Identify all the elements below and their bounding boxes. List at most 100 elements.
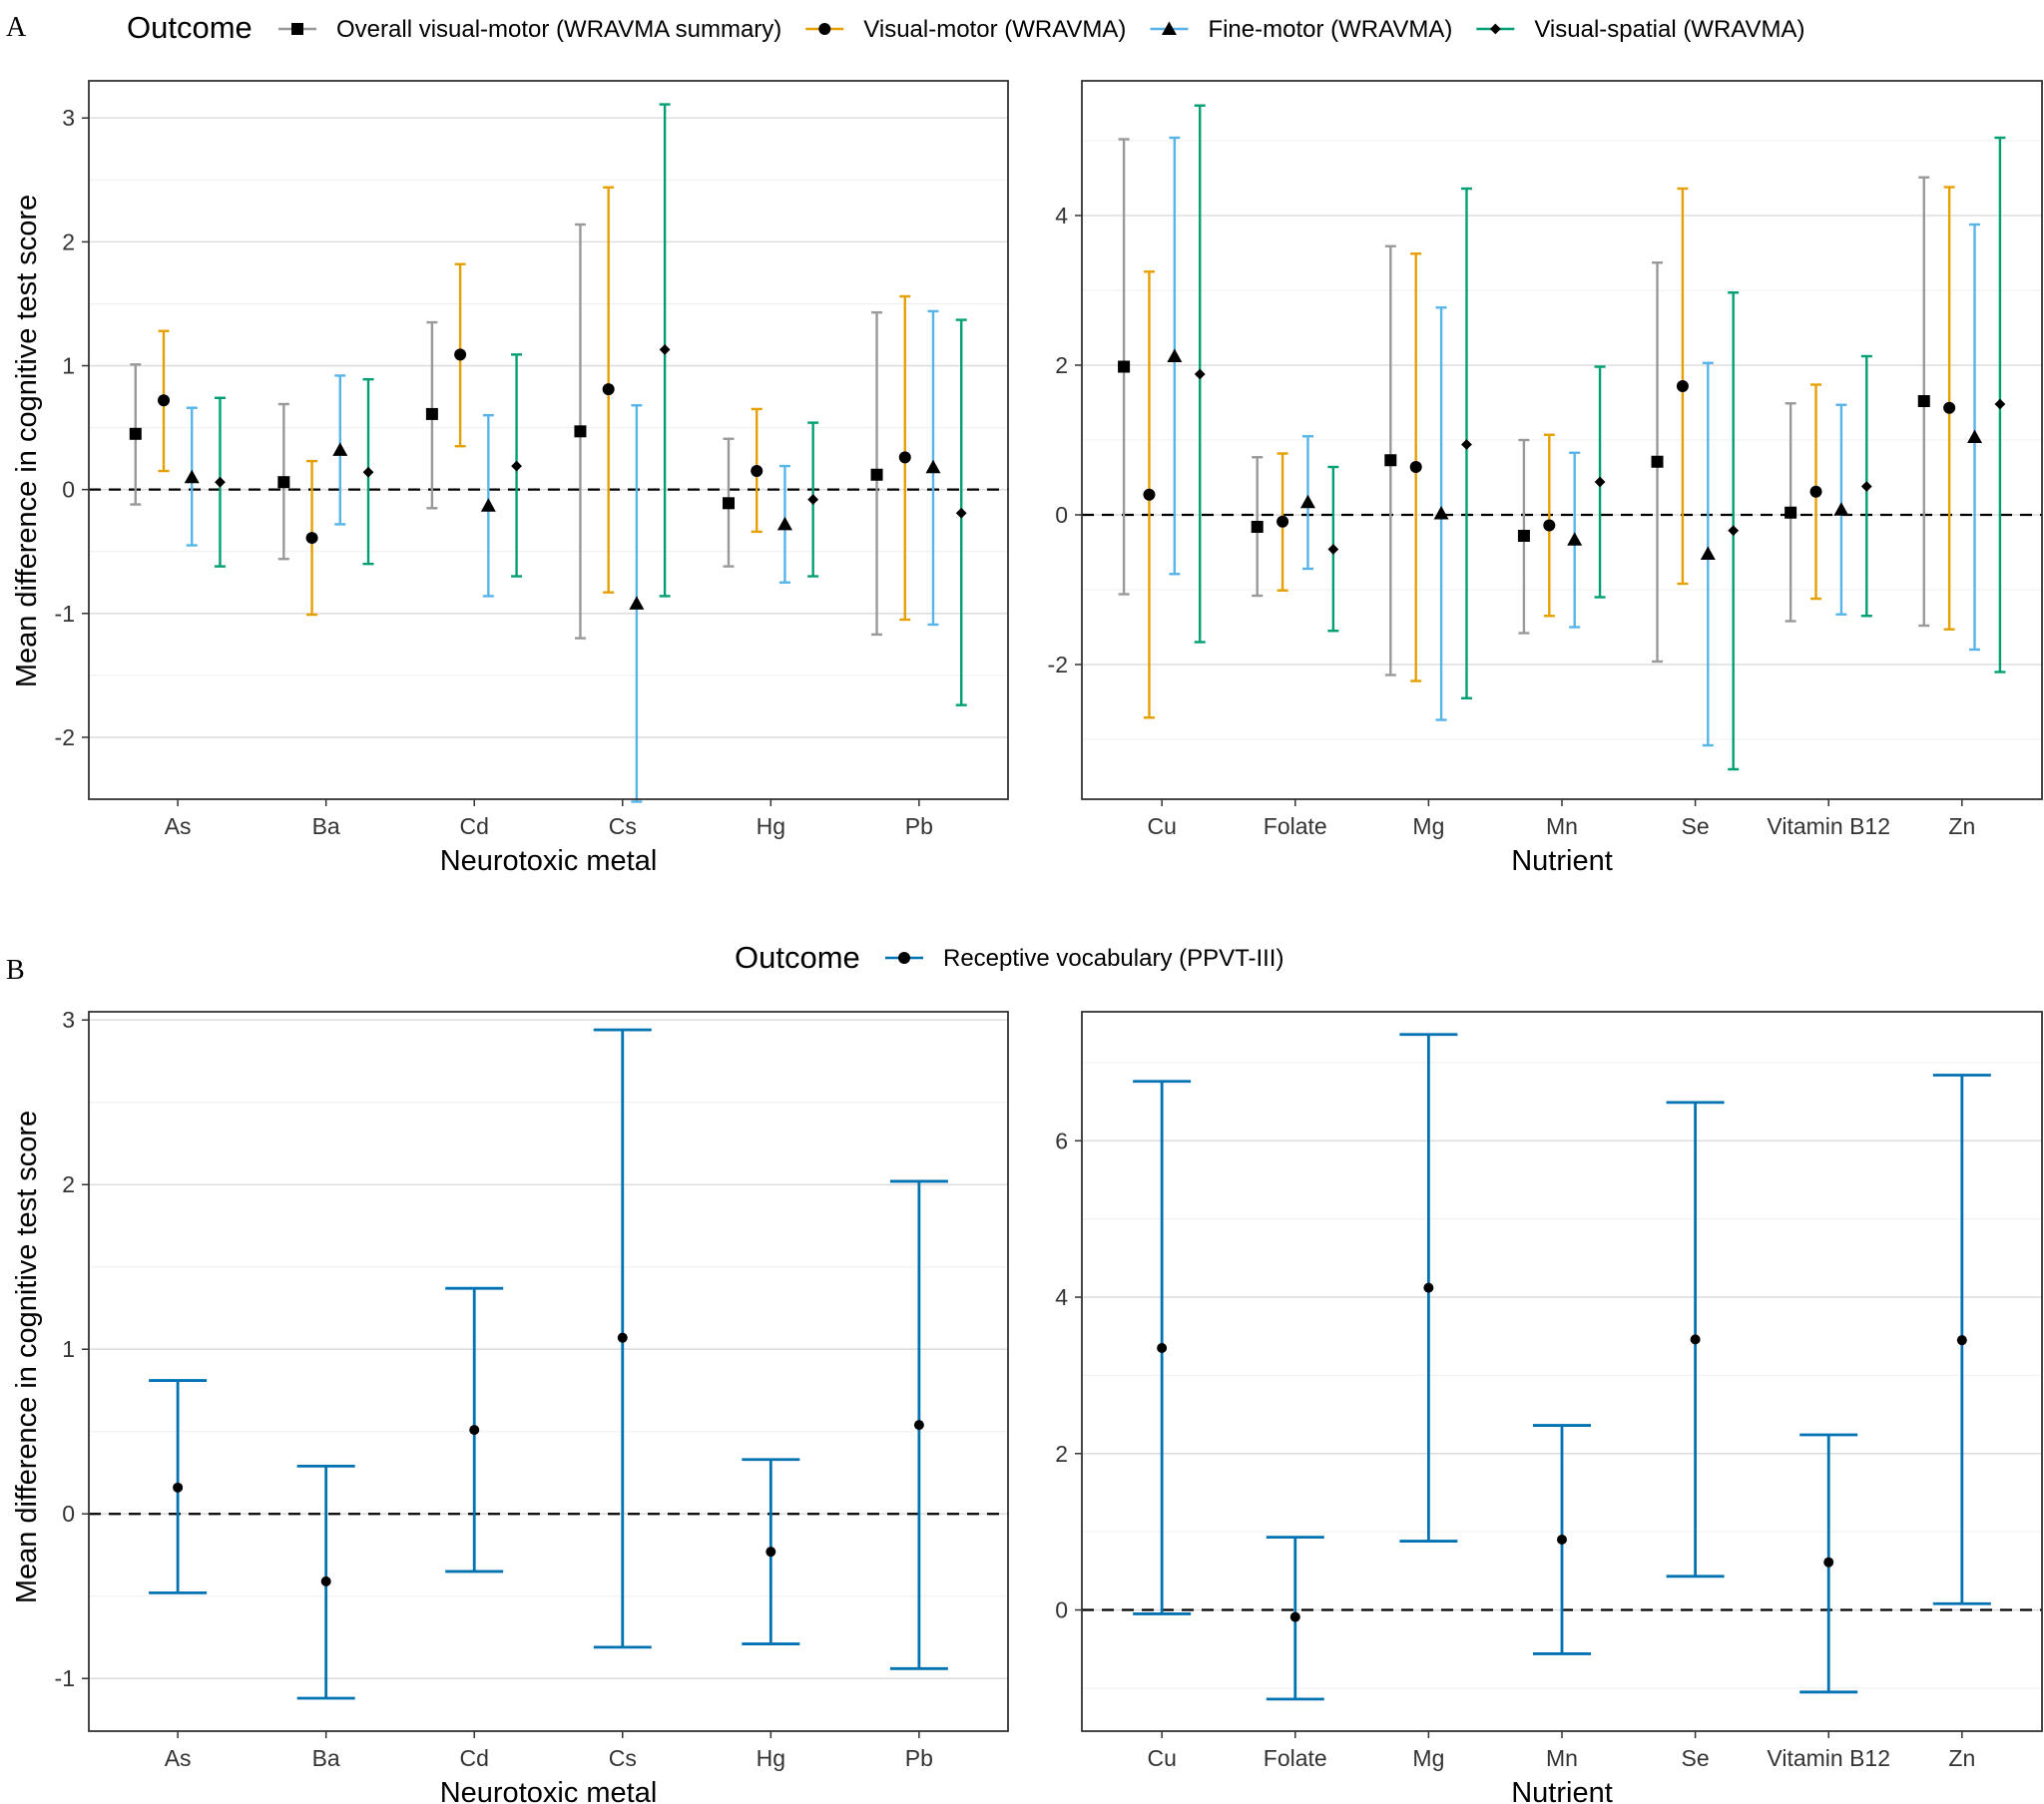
point-estimate-triangle	[184, 469, 200, 484]
errorbar-receptive-vocabulary-ppv-cs	[593, 1028, 652, 1649]
x-tick-label-mg: Mg	[1412, 813, 1444, 839]
panel-border	[88, 1011, 1009, 1732]
legend-b-title: Outcome	[735, 940, 860, 975]
point-estimate-triangle	[1567, 532, 1583, 546]
point-estimate-diamond	[1327, 544, 1339, 555]
errorbar-visual-spatial-wravma-mn	[1594, 365, 1606, 599]
point-estimate-circle	[454, 348, 467, 361]
point-estimate-circle	[1956, 1335, 1967, 1346]
errorbar-receptive-vocabulary-ppv-se	[1666, 1101, 1725, 1578]
errorbar-overall-visual-motor-wra-cs	[574, 223, 587, 640]
errorbar-receptive-vocabulary-ppv-vitamin-b12	[1799, 1433, 1858, 1694]
legend-item-visual-motor-wravma: Visual-motor (WRAVMA)	[805, 16, 1126, 43]
point-estimate-diamond	[1994, 398, 2006, 410]
point-estimate-circle	[1423, 1282, 1434, 1293]
point-estimate-diamond	[1860, 481, 1872, 492]
errorbar-visual-spatial-wravma-pb	[955, 318, 967, 706]
x-tick-label-cu: Cu	[1147, 1745, 1176, 1771]
x-axis-title: Nutrient	[1511, 845, 1613, 877]
errorbar-visual-motor-wravma-se	[1676, 187, 1689, 586]
point-estimate-triangle	[332, 442, 348, 456]
x-tick-label-se: Se	[1682, 1745, 1710, 1771]
point-estimate-circle	[766, 1547, 776, 1558]
legend-a-title: Outcome	[127, 10, 253, 45]
legend-label: Fine-motor (WRAVMA)	[1208, 16, 1452, 43]
y-tick-label: 0	[1055, 502, 1068, 528]
point-estimate-triangle	[480, 498, 496, 512]
errorbar-fine-motor-wravma-pb	[925, 309, 941, 627]
y-axis-title-a: Mean difference in cognitive test score	[11, 195, 43, 687]
y-tick-label: 4	[1055, 1284, 1068, 1310]
panel-a-letter: A	[6, 12, 27, 43]
point-estimate-circle	[602, 383, 615, 396]
point-estimate-circle	[469, 1425, 480, 1436]
point-estimate-triangle	[1433, 506, 1449, 520]
x-tick-label-ba: Ba	[312, 1745, 340, 1771]
point-estimate-triangle	[1700, 546, 1716, 560]
y-tick-label: 0	[62, 1501, 75, 1527]
x-tick-label-ba: Ba	[312, 813, 340, 839]
errorbar-overall-visual-motor-wra-mg	[1384, 244, 1397, 676]
x-tick-label-zn: Zn	[1948, 1745, 1975, 1771]
x-axis-title: Nutrient	[1511, 1777, 1613, 1804]
legend-label: Overall visual-motor (WRAVMA summary)	[336, 16, 781, 43]
x-axis-title: Neurotoxic metal	[440, 845, 658, 877]
point-estimate-square	[1118, 360, 1131, 373]
y-tick-label: 2	[1055, 352, 1068, 378]
point-estimate-circle	[320, 1576, 331, 1586]
point-estimate-circle	[1809, 485, 1822, 498]
panel-border	[1081, 80, 2043, 800]
errorbar-visual-spatial-wravma-ba	[362, 377, 374, 566]
panel-b-metals: -1 0 1 2 3 As Ba Cd Cs Hg Pb Neurotoxic metal	[55, 1007, 1009, 1804]
errorbar-fine-motor-wravma-cs	[629, 404, 645, 803]
errorbar-overall-visual-motor-wra-cu	[1118, 138, 1131, 596]
errorbar-overall-visual-motor-wra-vitamin-b12	[1785, 402, 1797, 623]
point-estimate-diamond	[1194, 368, 1206, 380]
point-estimate-diamond	[1461, 439, 1472, 450]
errorbar-visual-spatial-wravma-hg	[807, 421, 819, 578]
x-tick-label-folate: Folate	[1264, 1745, 1327, 1771]
point-estimate-square	[722, 497, 735, 510]
errorbar-visual-spatial-wravma-folate	[1327, 465, 1339, 633]
point-estimate-square	[1251, 521, 1264, 533]
panel-a-metals: -2 -1 0 1 2 3 As Ba Cd Cs Hg Pb Neurotoxic metal	[55, 80, 1009, 877]
errorbar-overall-visual-motor-wra-pb	[870, 310, 883, 637]
point-estimate-square	[1917, 395, 1930, 407]
x-tick-label-as: As	[165, 813, 192, 839]
point-estimate-diamond	[1594, 476, 1606, 488]
errorbar-visual-spatial-wravma-cd	[511, 353, 523, 578]
errorbar-visual-motor-wravma-as	[158, 329, 171, 473]
legend-key-circle	[818, 23, 831, 35]
point-estimate-triangle	[925, 459, 941, 474]
y-tick-label: 2	[62, 228, 75, 254]
x-tick-label-cd: Cd	[460, 1745, 489, 1771]
point-estimate-circle	[173, 1482, 184, 1493]
legend-label: Visual-motor (WRAVMA)	[863, 16, 1126, 43]
errorbar-overall-visual-motor-wra-folate	[1251, 456, 1264, 598]
point-estimate-triangle	[1833, 502, 1849, 516]
panel-border	[88, 80, 1009, 800]
legend-key-square	[291, 23, 303, 35]
x-tick-label-folate: Folate	[1264, 813, 1327, 839]
point-estimate-circle	[1543, 519, 1556, 532]
point-estimate-diamond	[807, 494, 819, 505]
legend-b: Outcome Receptive vocabulary (PPVT-III)	[735, 940, 1283, 975]
errorbar-fine-motor-wravma-zn	[1967, 223, 1983, 652]
y-tick-label: 2	[62, 1171, 75, 1197]
errorbar-receptive-vocabulary-ppv-pb	[889, 1179, 948, 1670]
errorbar-overall-visual-motor-wra-hg	[722, 437, 735, 568]
point-estimate-triangle	[629, 596, 645, 610]
point-estimate-diamond	[362, 466, 374, 478]
point-estimate-square	[1384, 454, 1397, 467]
point-estimate-triangle	[1167, 348, 1183, 362]
panel-b-letter: B	[6, 955, 25, 986]
errorbar-receptive-vocabulary-ppv-as	[149, 1379, 208, 1594]
legend-item-visual-spatial-wravma: Visual-spatial (WRAVMA)	[1476, 16, 1805, 43]
x-tick-label-cs: Cs	[609, 1745, 637, 1771]
errorbar-fine-motor-wravma-se	[1700, 361, 1716, 747]
point-estimate-circle	[1676, 380, 1689, 392]
errorbar-visual-motor-wravma-cd	[454, 262, 467, 448]
x-tick-label-cs: Cs	[609, 813, 637, 839]
legend-item-fine-motor-wravma: Fine-motor (WRAVMA)	[1150, 16, 1452, 43]
errorbar-visual-spatial-wravma-cu	[1194, 104, 1206, 644]
